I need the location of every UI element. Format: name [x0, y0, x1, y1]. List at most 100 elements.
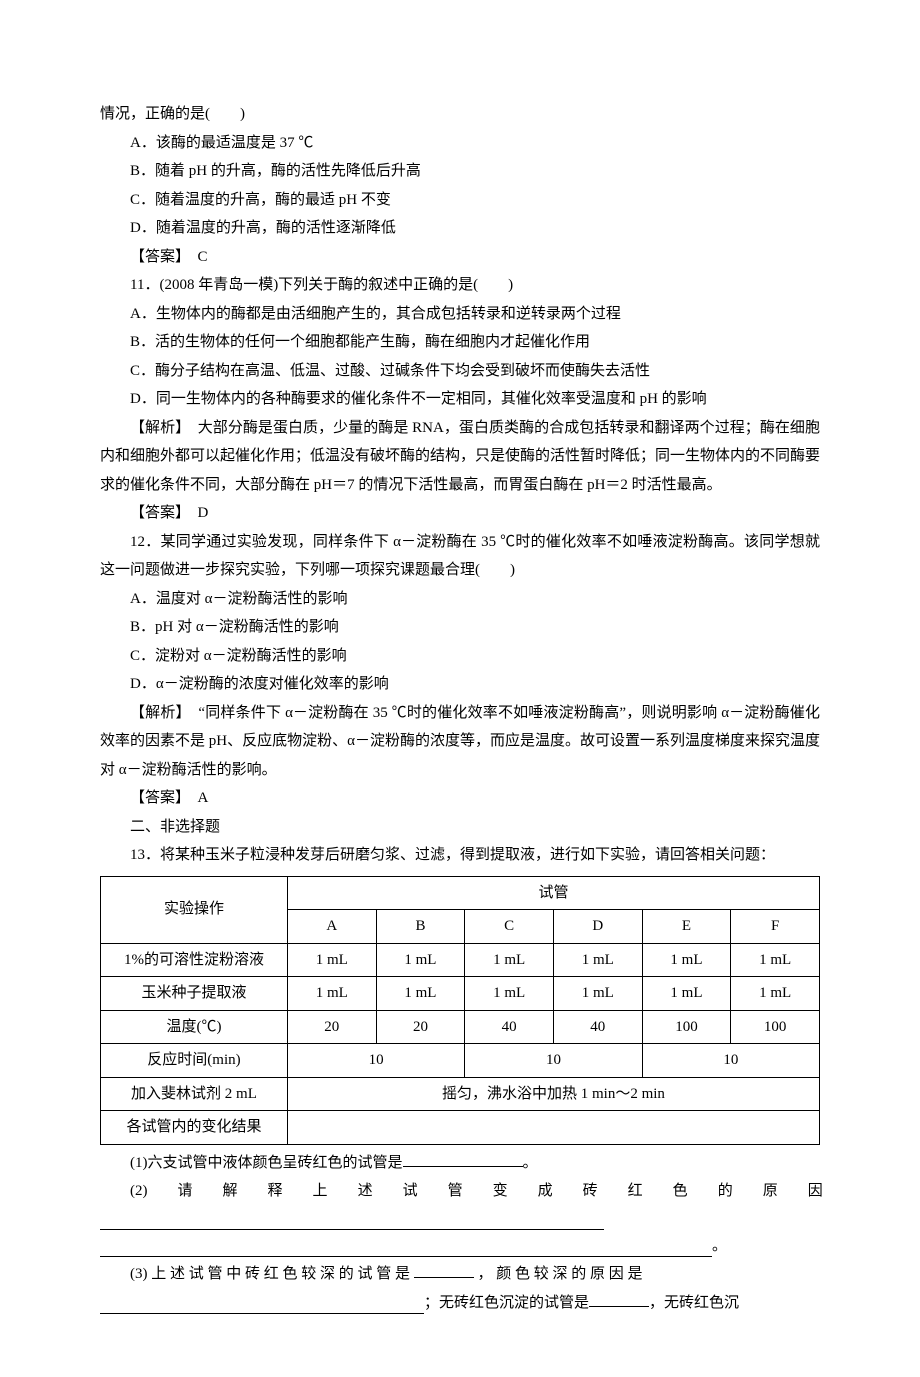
cell: 1 mL — [553, 943, 642, 977]
answer-value: A — [198, 790, 209, 806]
col-F: F — [731, 910, 820, 944]
table-header-op: 实验操作 — [101, 876, 288, 943]
answer-value: D — [198, 505, 209, 521]
page: 情况，正确的是( ) A．该酶的最适温度是 37 ℃ B．随着 pH 的升高，酶… — [0, 0, 920, 1377]
q12-option-d: D．α－淀粉酶的浓度对催化效率的影响 — [100, 670, 820, 699]
table-row-reaction-time: 反应时间(min) 10 10 10 — [101, 1044, 820, 1078]
table-row-feilin: 加入斐林试剂 2 mL 摇匀，沸水浴中加热 1 min～2 min — [101, 1077, 820, 1111]
text: ，无砖红色沉 — [649, 1295, 739, 1311]
text: ， 颜 色 较 深 的 原 因 是 — [478, 1266, 643, 1282]
char: 解 — [193, 1177, 238, 1206]
cell: 1 mL — [376, 977, 465, 1011]
table-row-result: 各试管内的变化结果 — [101, 1111, 820, 1145]
char: 上 — [283, 1177, 328, 1206]
q10-option-c: C．随着温度的升高，酶的最适 pH 不变 — [100, 186, 820, 215]
period: 。 — [523, 1155, 538, 1171]
q12-explain: 【解析】 “同样条件下 α－淀粉酶在 35 ℃时的催化效率不如唾液淀粉酶高”，则… — [100, 699, 820, 785]
q10-answer: 【答案】 C — [100, 243, 820, 272]
blank — [100, 1235, 712, 1257]
q12-option-b: B．pH 对 α－淀粉酶活性的影响 — [100, 613, 820, 642]
text: ；无砖红色沉淀的试管是 — [424, 1295, 589, 1311]
table-row: 1%的可溶性淀粉溶液 1 mL 1 mL 1 mL 1 mL 1 mL 1 mL — [101, 943, 820, 977]
experiment-table: 实验操作 试管 A B C D E F 1%的可溶性淀粉溶液 1 mL 1 mL… — [100, 876, 820, 1145]
explain-text: “同样条件下 α－淀粉酶在 35 ℃时的催化效率不如唾液淀粉酶高”，则说明影响 … — [100, 705, 820, 778]
q13-sub2-line2: 。 — [100, 1232, 820, 1261]
answer-label: 【答案】 — [130, 505, 183, 521]
q13-sub2-line1: (2)请解释上述试管变成砖红色的原因 — [100, 1177, 820, 1206]
text: (3) 上 述 试 管 中 砖 红 色 较 深 的 试 管 是 — [130, 1266, 410, 1282]
q11-option-c: C．酶分子结构在高温、低温、过酸、过碱条件下均会受到破坏而使酶失去活性 — [100, 357, 820, 386]
cell: 1 mL — [553, 977, 642, 1011]
q10-option-d: D．随着温度的升高，酶的活性逐渐降低 — [100, 214, 820, 243]
char: 因 — [778, 1177, 823, 1206]
q11-option-b: B．活的生物体的任何一个细胞都能产生酶，酶在细胞内才起催化作用 — [100, 328, 820, 357]
col-D: D — [553, 910, 642, 944]
cell-empty — [287, 1111, 819, 1145]
col-E: E — [642, 910, 731, 944]
row-label: 反应时间(min) — [101, 1044, 288, 1078]
char: 试 — [373, 1177, 418, 1206]
row-label: 1%的可溶性淀粉溶液 — [101, 943, 288, 977]
cell: 100 — [731, 1010, 820, 1044]
cell: 摇匀，沸水浴中加热 1 min～2 min — [287, 1077, 819, 1111]
q10-option-a: A．该酶的最适温度是 37 ℃ — [100, 129, 820, 158]
cell: 10 — [465, 1044, 642, 1078]
explain-text: 大部分酶是蛋白质，少量的酶是 RNA，蛋白质类酶的合成包括转录和翻译两个过程；酶… — [100, 420, 820, 493]
q11-answer: 【答案】 D — [100, 499, 820, 528]
cell: 1 mL — [642, 943, 731, 977]
char: 请 — [148, 1177, 193, 1206]
q12-stem: 12．某同学通过实验发现，同样条件下 α－淀粉酶在 35 ℃时的催化效率不如唾液… — [100, 528, 820, 585]
q11-stem: 11．(2008 年青岛一模)下列关于酶的叙述中正确的是( ) — [100, 271, 820, 300]
q11-explain: 【解析】 大部分酶是蛋白质，少量的酶是 RNA，蛋白质类酶的合成包括转录和翻译两… — [100, 414, 820, 500]
q11-option-a: A．生物体内的酶都是由活细胞产生的，其合成包括转录和逆转录两个过程 — [100, 300, 820, 329]
char: 变 — [463, 1177, 508, 1206]
char: 红 — [598, 1177, 643, 1206]
q13-sub3-line2: ；无砖红色沉淀的试管是 ，无砖红色沉 — [100, 1289, 820, 1318]
explain-label: 【解析】 — [130, 420, 183, 436]
char: 述 — [328, 1177, 373, 1206]
char: 的 — [688, 1177, 733, 1206]
answer-value: C — [198, 249, 208, 265]
row-label: 玉米种子提取液 — [101, 977, 288, 1011]
char: 色 — [643, 1177, 688, 1206]
cell: 10 — [642, 1044, 819, 1078]
q10-option-b: B．随着 pH 的升高，酶的活性先降低后升高 — [100, 157, 820, 186]
char: (2) — [100, 1177, 148, 1206]
cell: 40 — [553, 1010, 642, 1044]
blank — [100, 1292, 424, 1314]
q13-sub3-line1: (3) 上 述 试 管 中 砖 红 色 较 深 的 试 管 是 ， 颜 色 较 … — [100, 1260, 820, 1289]
section-2-heading: 二、非选择题 — [100, 813, 820, 842]
q10-continued-stem: 情况，正确的是( ) — [100, 100, 820, 129]
q13-sub2-blank-line-1 — [100, 1208, 604, 1230]
q12-option-c: C．淀粉对 α－淀粉酶活性的影响 — [100, 642, 820, 671]
cell: 1 mL — [287, 943, 376, 977]
q13-sub1: (1)六支试管中液体颜色呈砖红色的试管是。 — [100, 1149, 820, 1178]
char: 砖 — [553, 1177, 598, 1206]
char: 释 — [238, 1177, 283, 1206]
cell: 1 mL — [465, 977, 554, 1011]
cell: 100 — [642, 1010, 731, 1044]
col-B: B — [376, 910, 465, 944]
table-header-row-1: 实验操作 试管 — [101, 876, 820, 910]
cell: 20 — [376, 1010, 465, 1044]
q13-stem: 13．将某种玉米子粒浸种发芽后研磨匀浆、过滤，得到提取液，进行如下实验，请回答相… — [100, 841, 820, 870]
table-row: 温度(℃) 20 20 40 40 100 100 — [101, 1010, 820, 1044]
cell: 20 — [287, 1010, 376, 1044]
q12-option-a: A．温度对 α－淀粉酶活性的影响 — [100, 585, 820, 614]
char: 成 — [508, 1177, 553, 1206]
col-A: A — [287, 910, 376, 944]
answer-label: 【答案】 — [130, 790, 183, 806]
q11-option-d: D．同一生物体内的各种酶要求的催化条件不一定相同，其催化效率受温度和 pH 的影… — [100, 385, 820, 414]
row-label: 加入斐林试剂 2 mL — [101, 1077, 288, 1111]
row-label: 温度(℃) — [101, 1010, 288, 1044]
cell: 1 mL — [376, 943, 465, 977]
blank — [403, 1151, 523, 1167]
explain-label: 【解析】 — [130, 705, 183, 721]
cell: 10 — [287, 1044, 464, 1078]
cell: 1 mL — [465, 943, 554, 977]
char: 管 — [418, 1177, 463, 1206]
table: 实验操作 试管 A B C D E F 1%的可溶性淀粉溶液 1 mL 1 mL… — [100, 876, 820, 1145]
row-label: 各试管内的变化结果 — [101, 1111, 288, 1145]
table-row: 玉米种子提取液 1 mL 1 mL 1 mL 1 mL 1 mL 1 mL — [101, 977, 820, 1011]
cell: 1 mL — [731, 943, 820, 977]
